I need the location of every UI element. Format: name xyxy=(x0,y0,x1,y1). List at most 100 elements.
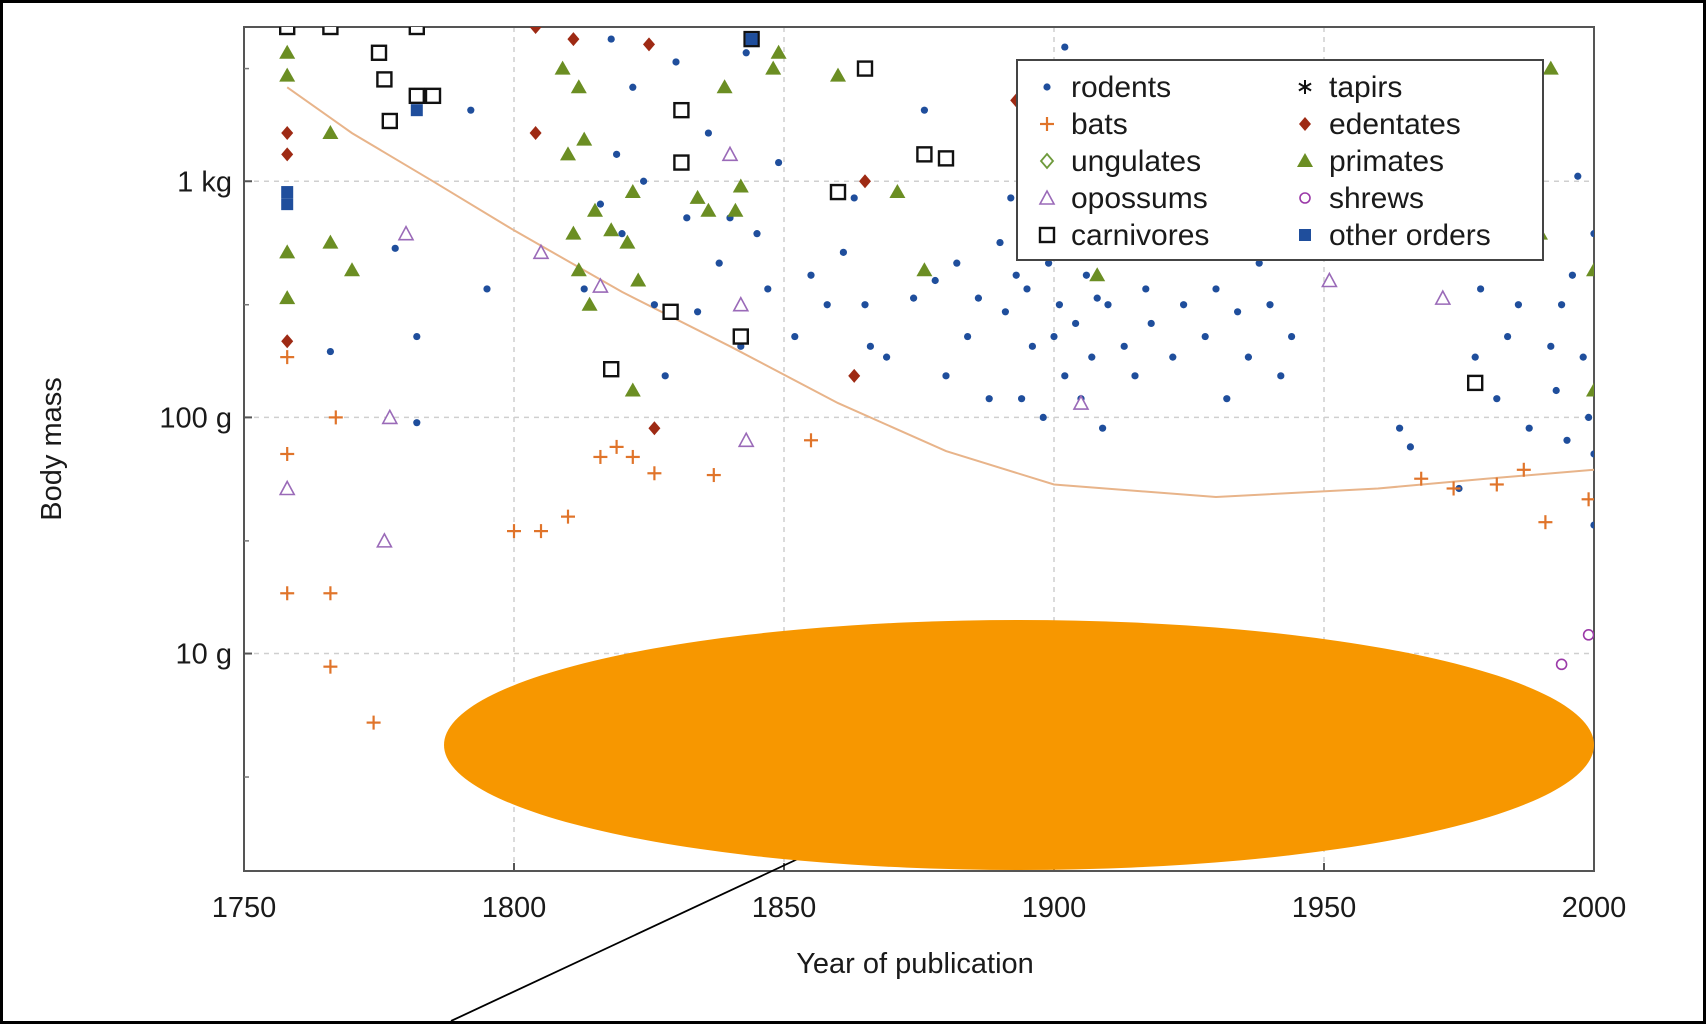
data-point xyxy=(650,301,659,309)
data-point xyxy=(920,106,929,114)
data-point xyxy=(1212,285,1220,293)
data-point xyxy=(937,150,955,167)
legend-item: rodents xyxy=(1043,71,1171,104)
data-point xyxy=(532,243,550,260)
data-point xyxy=(1396,424,1404,432)
data-point xyxy=(576,131,593,146)
legend-marker xyxy=(1299,229,1311,241)
data-point xyxy=(467,106,475,114)
data-point xyxy=(1547,342,1555,350)
legend-marker xyxy=(1043,83,1051,91)
data-point xyxy=(753,230,761,238)
data-point xyxy=(737,431,755,448)
data-point xyxy=(1244,353,1252,361)
data-point xyxy=(823,301,831,309)
data-point xyxy=(1104,301,1112,309)
data-point xyxy=(1414,471,1429,486)
data-point xyxy=(323,659,338,674)
data-point xyxy=(1001,308,1010,316)
data-point xyxy=(866,342,875,350)
data-point xyxy=(996,238,1004,247)
legend-label: bats xyxy=(1071,108,1128,141)
data-point xyxy=(1007,194,1015,202)
data-point xyxy=(279,27,296,36)
series-shrews xyxy=(1555,629,1594,671)
data-point xyxy=(1082,271,1090,279)
data-point xyxy=(830,67,846,82)
data-point xyxy=(1023,285,1031,293)
data-point xyxy=(1542,60,1559,75)
data-point xyxy=(683,214,691,222)
x-tick-label: 1850 xyxy=(752,892,817,924)
data-point xyxy=(410,9,424,23)
data-point xyxy=(1558,301,1566,309)
legend-marker xyxy=(1038,189,1056,205)
data-point xyxy=(1471,353,1479,361)
data-point xyxy=(804,433,818,448)
data-point xyxy=(1288,332,1296,341)
legend-label: opossums xyxy=(1071,182,1208,215)
data-point xyxy=(281,147,294,162)
data-point xyxy=(859,174,871,189)
data-point xyxy=(1525,424,1533,432)
data-point xyxy=(280,586,295,601)
data-point xyxy=(985,395,993,403)
legend-item: bats xyxy=(1040,108,1128,141)
legend-label: other orders xyxy=(1329,219,1491,252)
data-point xyxy=(1585,413,1593,422)
data-point xyxy=(712,3,726,13)
data-point xyxy=(1045,259,1053,267)
data-point xyxy=(648,421,661,436)
data-point xyxy=(620,3,634,4)
data-point xyxy=(581,296,598,311)
data-point xyxy=(483,285,491,293)
data-point xyxy=(964,332,972,341)
data-point xyxy=(366,715,381,730)
data-point xyxy=(861,301,869,309)
data-point xyxy=(1446,481,1461,496)
data-point xyxy=(567,32,580,47)
data-point xyxy=(630,272,647,287)
data-point xyxy=(280,350,295,365)
data-point xyxy=(832,9,844,23)
data-point xyxy=(672,58,680,66)
data-point xyxy=(662,303,679,321)
data-point xyxy=(1072,319,1080,328)
data-point xyxy=(1120,342,1128,350)
legend-marker xyxy=(1297,153,1313,167)
data-point xyxy=(344,262,360,277)
data-point xyxy=(1201,332,1209,341)
data-point xyxy=(570,262,587,277)
data-point xyxy=(848,368,861,383)
data-point xyxy=(580,285,588,293)
marker-stroke xyxy=(1298,82,1312,92)
data-point xyxy=(279,44,296,59)
data-point xyxy=(507,524,521,539)
legend-label: edentates xyxy=(1329,108,1461,141)
data-point xyxy=(281,3,293,4)
data-point xyxy=(1028,342,1036,350)
data-point xyxy=(618,230,626,238)
data-point xyxy=(281,186,294,199)
data-point xyxy=(673,101,690,119)
data-point xyxy=(570,79,587,94)
data-point xyxy=(534,524,548,539)
data-point xyxy=(328,410,343,425)
legend-label: rodents xyxy=(1071,71,1171,104)
legend-item: ungulates xyxy=(1039,145,1201,178)
data-point xyxy=(1514,301,1522,309)
legend-label: tapirs xyxy=(1329,71,1402,104)
data-point xyxy=(279,67,296,82)
data-point xyxy=(381,112,398,130)
data-point xyxy=(424,87,442,105)
data-point xyxy=(376,71,393,88)
data-point xyxy=(727,202,744,217)
data-point xyxy=(1093,294,1101,302)
data-point xyxy=(1466,374,1484,392)
data-point xyxy=(1579,353,1587,361)
data-point xyxy=(1590,230,1594,238)
data-point xyxy=(530,9,542,23)
data-point xyxy=(643,37,655,52)
data-point xyxy=(624,184,641,199)
